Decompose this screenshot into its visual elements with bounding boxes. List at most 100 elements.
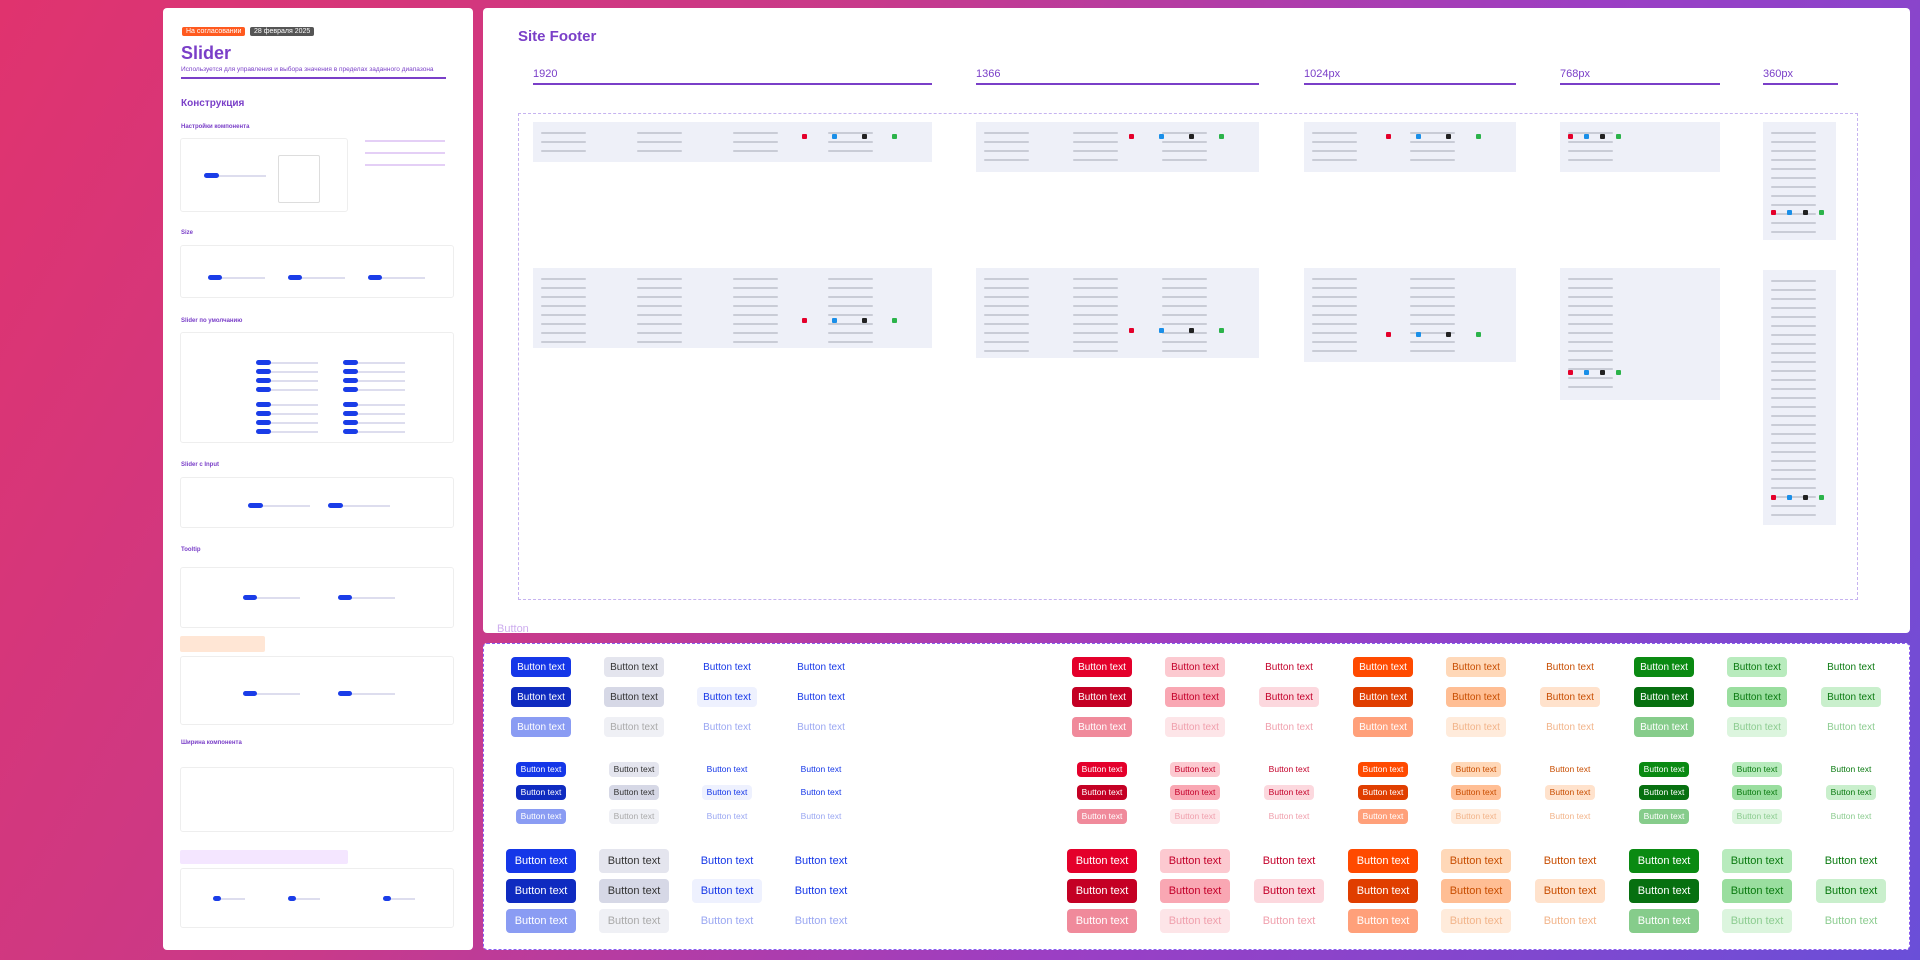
button[interactable]: Button text <box>1268 764 1310 774</box>
button[interactable]: Button text <box>703 721 751 733</box>
button[interactable]: Button text <box>1348 909 1418 933</box>
button[interactable]: Button text <box>1722 849 1792 873</box>
button[interactable]: Button text <box>1170 761 1220 777</box>
button[interactable]: Button text <box>1165 687 1225 707</box>
button[interactable]: Button text <box>1451 784 1501 800</box>
button[interactable]: Button text <box>516 761 566 777</box>
button[interactable]: Button text <box>700 855 754 867</box>
button[interactable]: Button text <box>800 764 842 774</box>
button[interactable]: Button text <box>1353 717 1413 737</box>
button[interactable]: Button text <box>516 808 566 824</box>
button[interactable]: Button text <box>1441 879 1511 903</box>
button[interactable]: Button text <box>1170 808 1220 824</box>
button[interactable]: Button text <box>1827 721 1875 733</box>
button[interactable]: Button text <box>1441 909 1511 933</box>
button[interactable]: Button text <box>1732 808 1782 824</box>
button[interactable]: Button text <box>1727 687 1787 707</box>
button[interactable]: Button text <box>1358 784 1408 800</box>
button[interactable]: Button text <box>1446 657 1506 677</box>
button[interactable]: Button text <box>692 879 762 903</box>
button[interactable]: Button text <box>1639 761 1689 777</box>
button[interactable]: Button text <box>1451 808 1501 824</box>
button[interactable]: Button text <box>1077 808 1127 824</box>
button[interactable]: Button text <box>1535 879 1605 903</box>
button[interactable]: Button text <box>706 811 748 821</box>
button[interactable]: Button text <box>511 687 571 707</box>
button[interactable]: Button text <box>1634 717 1694 737</box>
button[interactable]: Button text <box>1077 761 1127 777</box>
button[interactable]: Button text <box>1170 784 1220 800</box>
button[interactable]: Button text <box>703 661 751 673</box>
button[interactable]: Button text <box>1254 879 1324 903</box>
button[interactable]: Button text <box>1353 657 1413 677</box>
button[interactable]: Button text <box>797 721 845 733</box>
button[interactable]: Button text <box>599 849 669 873</box>
button[interactable]: Button text <box>506 849 576 873</box>
button[interactable]: Button text <box>1348 879 1418 903</box>
button[interactable]: Button text <box>702 784 752 800</box>
button[interactable]: Button text <box>1067 879 1137 903</box>
button[interactable]: Button text <box>506 909 576 933</box>
button[interactable]: Button text <box>1446 717 1506 737</box>
button[interactable]: Button text <box>1634 687 1694 707</box>
button[interactable]: Button text <box>599 879 669 903</box>
button[interactable]: Button text <box>794 915 848 927</box>
button[interactable]: Button text <box>1545 784 1595 800</box>
button[interactable]: Button text <box>1824 855 1878 867</box>
button[interactable]: Button text <box>604 717 664 737</box>
button[interactable]: Button text <box>1634 657 1694 677</box>
button[interactable]: Button text <box>794 885 848 897</box>
button[interactable]: Button text <box>1727 657 1787 677</box>
button[interactable]: Button text <box>1358 761 1408 777</box>
button[interactable]: Button text <box>1446 687 1506 707</box>
button[interactable]: Button text <box>1264 784 1314 800</box>
button[interactable]: Button text <box>1826 784 1876 800</box>
button[interactable]: Button text <box>1722 909 1792 933</box>
button[interactable]: Button text <box>800 811 842 821</box>
button[interactable]: Button text <box>800 787 842 797</box>
button[interactable]: Button text <box>1540 687 1600 707</box>
button[interactable]: Button text <box>1639 808 1689 824</box>
button[interactable]: Button text <box>1543 855 1597 867</box>
button[interactable]: Button text <box>1830 811 1872 821</box>
button[interactable]: Button text <box>1265 661 1313 673</box>
button[interactable]: Button text <box>604 657 664 677</box>
button[interactable]: Button text <box>1629 849 1699 873</box>
button[interactable]: Button text <box>1821 687 1881 707</box>
button[interactable]: Button text <box>511 717 571 737</box>
button[interactable]: Button text <box>1816 879 1886 903</box>
button[interactable]: Button text <box>1268 811 1310 821</box>
button[interactable]: Button text <box>700 915 754 927</box>
button[interactable]: Button text <box>1732 784 1782 800</box>
button[interactable]: Button text <box>1629 909 1699 933</box>
button[interactable]: Button text <box>1077 784 1127 800</box>
button[interactable]: Button text <box>599 909 669 933</box>
button[interactable]: Button text <box>1722 879 1792 903</box>
button[interactable]: Button text <box>794 855 848 867</box>
button[interactable]: Button text <box>1067 909 1137 933</box>
button[interactable]: Button text <box>1259 687 1319 707</box>
button[interactable]: Button text <box>1165 657 1225 677</box>
button[interactable]: Button text <box>1629 879 1699 903</box>
button[interactable]: Button text <box>1265 721 1313 733</box>
button[interactable]: Button text <box>511 657 571 677</box>
button[interactable]: Button text <box>1546 661 1594 673</box>
button[interactable]: Button text <box>1549 764 1591 774</box>
button[interactable]: Button text <box>1358 808 1408 824</box>
button[interactable]: Button text <box>506 879 576 903</box>
button[interactable]: Button text <box>1441 849 1511 873</box>
button[interactable]: Button text <box>604 687 664 707</box>
button[interactable]: Button text <box>1546 721 1594 733</box>
button[interactable]: Button text <box>1262 855 1316 867</box>
button[interactable]: Button text <box>706 764 748 774</box>
button[interactable]: Button text <box>1353 687 1413 707</box>
button[interactable]: Button text <box>1160 879 1230 903</box>
button[interactable]: Button text <box>1072 687 1132 707</box>
button[interactable]: Button text <box>609 784 659 800</box>
button[interactable]: Button text <box>516 784 566 800</box>
button[interactable]: Button text <box>1639 784 1689 800</box>
button[interactable]: Button text <box>1165 717 1225 737</box>
button[interactable]: Button text <box>1072 717 1132 737</box>
button[interactable]: Button text <box>797 691 845 703</box>
button[interactable]: Button text <box>1732 761 1782 777</box>
